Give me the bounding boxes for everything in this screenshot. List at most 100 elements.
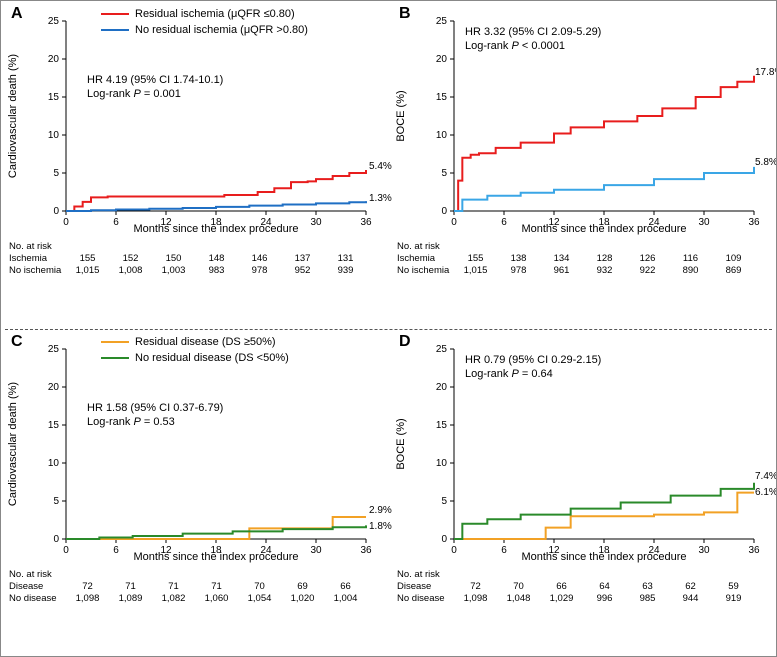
risk-cell: 69 xyxy=(281,581,324,593)
y-axis-label: BOCE (%) xyxy=(395,418,407,469)
risk-row-label: Disease xyxy=(9,581,65,593)
risk-row: Ischemia155152150148146137131 xyxy=(9,253,381,265)
y-axis-label: Cardiovascular death (%) xyxy=(7,54,19,178)
risk-cell: 932 xyxy=(583,265,626,277)
risk-header: No. at risk xyxy=(397,241,769,253)
risk-row: No disease1,0981,0481,029996985944919 xyxy=(397,593,769,605)
risk-cell: 944 xyxy=(669,593,712,605)
risk-cell: 1,054 xyxy=(238,593,281,605)
risk-cell: 996 xyxy=(583,593,626,605)
risk-cell: 72 xyxy=(454,581,497,593)
risk-cell: 978 xyxy=(497,265,540,277)
number-at-risk-table: No. at riskDisease72706664636259No disea… xyxy=(397,569,769,605)
risk-cell: 150 xyxy=(152,253,195,265)
svg-text:15: 15 xyxy=(436,420,448,431)
y-axis-label: Cardiovascular death (%) xyxy=(7,382,19,506)
risk-cell: 939 xyxy=(324,265,367,277)
svg-text:0: 0 xyxy=(53,534,59,545)
legend-swatch xyxy=(101,341,129,343)
svg-text:0: 0 xyxy=(441,534,447,545)
svg-text:0: 0 xyxy=(441,206,447,217)
chart-svg: 0510152025061218243036 xyxy=(454,349,754,539)
svg-text:10: 10 xyxy=(48,458,60,469)
risk-cell: 64 xyxy=(583,581,626,593)
risk-cell: 66 xyxy=(540,581,583,593)
panel-b: BHR 3.32 (95% CI 2.09-5.29)Log-rank P < … xyxy=(389,1,777,329)
series-end-value: 6.1% xyxy=(755,487,777,498)
risk-row-label: No disease xyxy=(397,593,453,605)
svg-text:25: 25 xyxy=(436,16,448,27)
risk-header: No. at risk xyxy=(9,569,381,581)
svg-text:10: 10 xyxy=(48,130,60,141)
panel-letter: B xyxy=(399,5,411,23)
svg-text:20: 20 xyxy=(48,382,60,393)
y-axis-label: BOCE (%) xyxy=(395,90,407,141)
risk-cell: 71 xyxy=(152,581,195,593)
panel-letter: D xyxy=(399,333,411,351)
svg-text:10: 10 xyxy=(436,458,448,469)
series-end-value: 17.8% xyxy=(755,67,777,78)
risk-row-label: Disease xyxy=(397,581,453,593)
svg-text:5: 5 xyxy=(53,496,59,507)
svg-text:15: 15 xyxy=(48,92,60,103)
risk-cell: 131 xyxy=(324,253,367,265)
risk-cell: 155 xyxy=(66,253,109,265)
x-axis-label: Months since the index procedure xyxy=(454,223,754,235)
series-line xyxy=(454,493,754,539)
risk-row: No ischemia1,015978961932922890869 xyxy=(397,265,769,277)
risk-cell: 961 xyxy=(540,265,583,277)
risk-cell: 152 xyxy=(109,253,152,265)
panel-c: CResidual disease (DS ≥50%)No residual d… xyxy=(1,329,389,657)
risk-cell: 116 xyxy=(669,253,712,265)
x-axis-label: Months since the index procedure xyxy=(66,551,366,563)
risk-cell: 71 xyxy=(109,581,152,593)
figure-container: AResidual ischemia (μQFR ≤0.80)No residu… xyxy=(0,0,777,657)
legend-text: Residual disease (DS ≥50%) xyxy=(135,335,276,349)
risk-cell: 1,060 xyxy=(195,593,238,605)
risk-cell: 890 xyxy=(669,265,712,277)
svg-text:10: 10 xyxy=(436,130,448,141)
svg-text:5: 5 xyxy=(441,496,447,507)
risk-cell: 1,015 xyxy=(66,265,109,277)
svg-text:20: 20 xyxy=(48,54,60,65)
svg-text:15: 15 xyxy=(48,420,60,431)
chart-svg: 0510152025061218243036 xyxy=(66,349,366,539)
x-axis-label: Months since the index procedure xyxy=(66,223,366,235)
risk-cell: 1,082 xyxy=(152,593,195,605)
risk-cell: 126 xyxy=(626,253,669,265)
risk-cell: 134 xyxy=(540,253,583,265)
risk-cell: 148 xyxy=(195,253,238,265)
risk-cell: 1,003 xyxy=(152,265,195,277)
risk-row: Disease72717171706966 xyxy=(9,581,381,593)
risk-cell: 1,029 xyxy=(540,593,583,605)
series-line xyxy=(454,167,754,211)
series-line xyxy=(454,483,754,539)
risk-header: No. at risk xyxy=(9,241,381,253)
series-end-value: 5.8% xyxy=(755,157,777,168)
risk-row-label: No disease xyxy=(9,593,65,605)
risk-row-label: Ischemia xyxy=(9,253,65,265)
risk-cell: 1,008 xyxy=(109,265,152,277)
risk-cell: 63 xyxy=(626,581,669,593)
svg-text:25: 25 xyxy=(48,16,60,27)
svg-text:0: 0 xyxy=(53,206,59,217)
risk-row-label: Ischemia xyxy=(397,253,453,265)
risk-row-label: No ischemia xyxy=(9,265,65,277)
risk-cell: 70 xyxy=(238,581,281,593)
svg-text:20: 20 xyxy=(436,54,448,65)
risk-row-label: No ischemia xyxy=(397,265,453,277)
risk-cell: 66 xyxy=(324,581,367,593)
risk-cell: 1,004 xyxy=(324,593,367,605)
risk-cell: 869 xyxy=(712,265,755,277)
risk-cell: 146 xyxy=(238,253,281,265)
x-axis-label: Months since the index procedure xyxy=(454,551,754,563)
risk-cell: 72 xyxy=(66,581,109,593)
risk-row: No disease1,0981,0891,0821,0601,0541,020… xyxy=(9,593,381,605)
number-at-risk-table: No. at riskIschemia155138134128126116109… xyxy=(397,241,769,277)
risk-cell: 922 xyxy=(626,265,669,277)
svg-text:5: 5 xyxy=(53,168,59,179)
legend-swatch xyxy=(101,13,129,15)
risk-cell: 62 xyxy=(669,581,712,593)
risk-cell: 1,098 xyxy=(66,593,109,605)
risk-cell: 71 xyxy=(195,581,238,593)
